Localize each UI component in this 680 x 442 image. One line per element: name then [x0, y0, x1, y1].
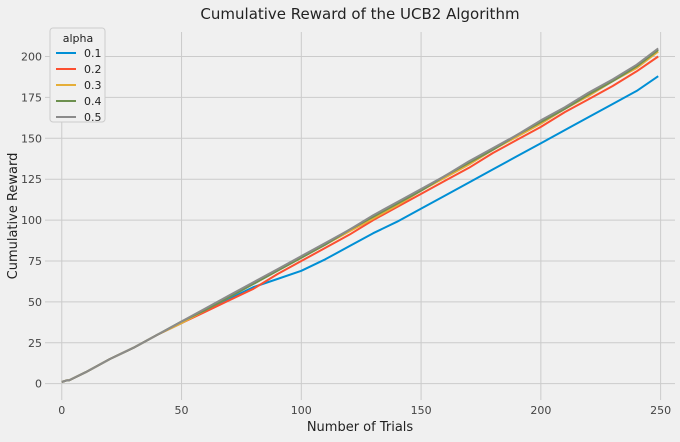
y-axis-label: Cumulative Reward: [6, 153, 21, 280]
x-tick-label: 250: [650, 404, 671, 417]
y-tick-label: 150: [21, 132, 42, 145]
legend-entry: 0.1: [84, 47, 102, 60]
series-lines: [61, 47, 659, 383]
legend: alpha 0.1 0.2 0.3 0.4 0.5: [49, 27, 106, 124]
legend-entry: 0.4: [84, 95, 102, 108]
y-tick-label: 175: [21, 91, 42, 104]
x-axis-label: Number of Trials: [307, 420, 414, 435]
grid: [45, 32, 675, 400]
y-tick-label: 50: [28, 296, 42, 309]
legend-box: [49, 27, 106, 123]
x-tick-label: 100: [291, 404, 312, 417]
series-line-0.5: [61, 47, 659, 383]
y-tick-label: 100: [21, 214, 42, 227]
x-tick-label: 200: [530, 404, 551, 417]
y-tick-label: 25: [28, 337, 42, 350]
legend-entry: 0.5: [84, 111, 102, 124]
y-tick-label: 75: [28, 255, 42, 268]
legend-entry: 0.3: [84, 79, 102, 92]
x-tick-label: 50: [175, 404, 189, 417]
tick-labels: 0 50 100 150 200 250 0 25 50 75 100 125 150 175 200: [21, 51, 671, 417]
x-tick-label: 0: [58, 404, 65, 417]
y-tick-label: 0: [35, 378, 42, 391]
chart-title: Cumulative Reward of the UCB2 Algorithm: [200, 5, 519, 23]
x-tick-label: 150: [411, 404, 432, 417]
legend-title: alpha: [63, 32, 94, 45]
y-tick-label: 125: [21, 173, 42, 186]
legend-entry: 0.2: [84, 63, 102, 76]
y-tick-label: 200: [21, 51, 42, 64]
